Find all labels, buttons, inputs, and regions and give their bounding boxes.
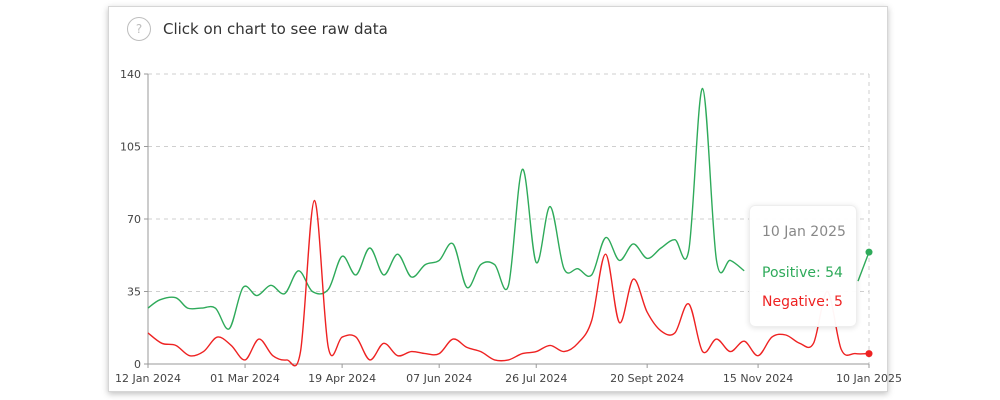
x-tick-label: 10 Jan 2025 [836,372,902,385]
x-tick-label: 15 Nov 2024 [723,372,793,385]
x-tick-label: 07 Jun 2024 [406,372,472,385]
series-lines [147,87,870,367]
hint-text: Click on chart to see raw data [163,20,388,38]
tooltip-positive: Positive: 54 [762,265,843,281]
x-tick-label: 20 Sept 2024 [610,372,684,385]
y-tick-label: 105 [120,141,141,154]
x-tick-label: 19 Apr 2024 [308,372,376,385]
axes: 0 35 70 105 140 12 Jan 2024 01 Mar 2024 19 Apr … [115,68,902,385]
x-tick-label: 26 Jul 2024 [505,372,567,385]
y-tick-label: 140 [120,68,141,81]
end-marker-positive[interactable] [865,248,873,256]
x-tick-label: 12 Jan 2024 [115,372,181,385]
tooltip: 10 Jan 2025 Positive: 54 Negative: 5 [749,205,857,327]
chart-hint: ? Click on chart to see raw data [127,17,388,41]
x-tick-label: 01 Mar 2024 [210,372,280,385]
y-tick-label: 70 [127,213,141,226]
series-line-positive-tail [857,251,870,282]
end-markers [865,248,873,358]
series-line-negative[interactable] [147,199,870,367]
y-tick-label: 0 [134,358,141,371]
tooltip-date: 10 Jan 2025 [762,224,846,240]
series-line-positive[interactable] [147,87,745,330]
y-tick-label: 35 [127,286,141,299]
chart-card[interactable]: ? Click on chart to see raw data [108,6,888,392]
end-marker-negative[interactable] [865,350,873,358]
tooltip-negative: Negative: 5 [762,294,843,310]
question-mark-icon[interactable]: ? [127,17,151,41]
